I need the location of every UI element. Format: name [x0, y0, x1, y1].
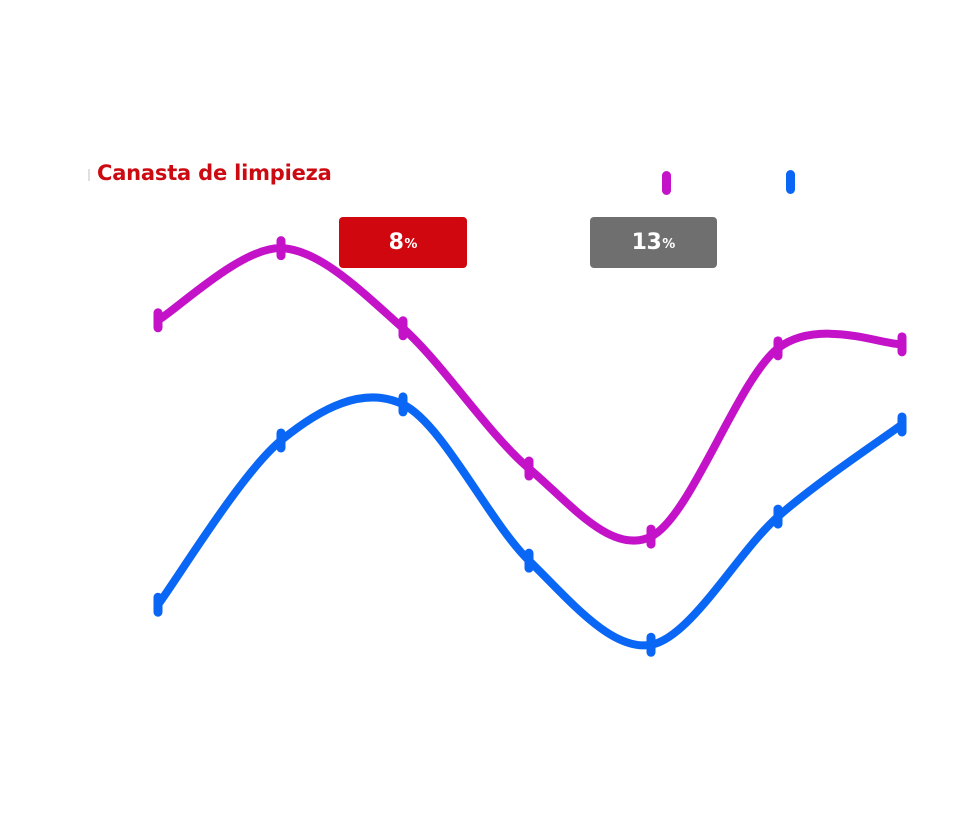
legend-swatch-series-2 — [786, 170, 795, 194]
badge-value: 8 — [388, 230, 404, 255]
series-line-2 — [154, 393, 906, 650]
data-point-series-1-4 — [524, 456, 534, 481]
change-badge-primary: 8% — [339, 217, 467, 268]
data-point-series-1-2 — [276, 236, 286, 261]
badge-unit: % — [662, 236, 676, 252]
series-line-1 — [154, 244, 906, 545]
data-point-series-2-7 — [897, 412, 907, 437]
data-point-series-1-1 — [153, 308, 163, 333]
data-point-series-1-6 — [773, 336, 783, 361]
data-point-series-1-5 — [646, 524, 656, 549]
data-point-series-2-2 — [276, 428, 286, 453]
data-point-series-2-5 — [646, 632, 656, 657]
badge-unit: % — [404, 236, 418, 252]
data-point-series-2-6 — [773, 504, 783, 529]
data-point-series-2-4 — [524, 548, 534, 573]
title-accent-bar — [88, 169, 90, 181]
legend-swatch-series-1 — [662, 171, 671, 195]
badge-value: 13 — [631, 230, 662, 255]
data-point-series-2-3 — [398, 392, 408, 417]
data-point-series-2-1 — [153, 592, 163, 617]
change-badge-secondary: 13% — [590, 217, 717, 268]
data-point-series-1-3 — [398, 316, 408, 341]
data-point-series-1-7 — [897, 332, 907, 357]
chart-title: Canasta de limpieza — [97, 161, 332, 185]
